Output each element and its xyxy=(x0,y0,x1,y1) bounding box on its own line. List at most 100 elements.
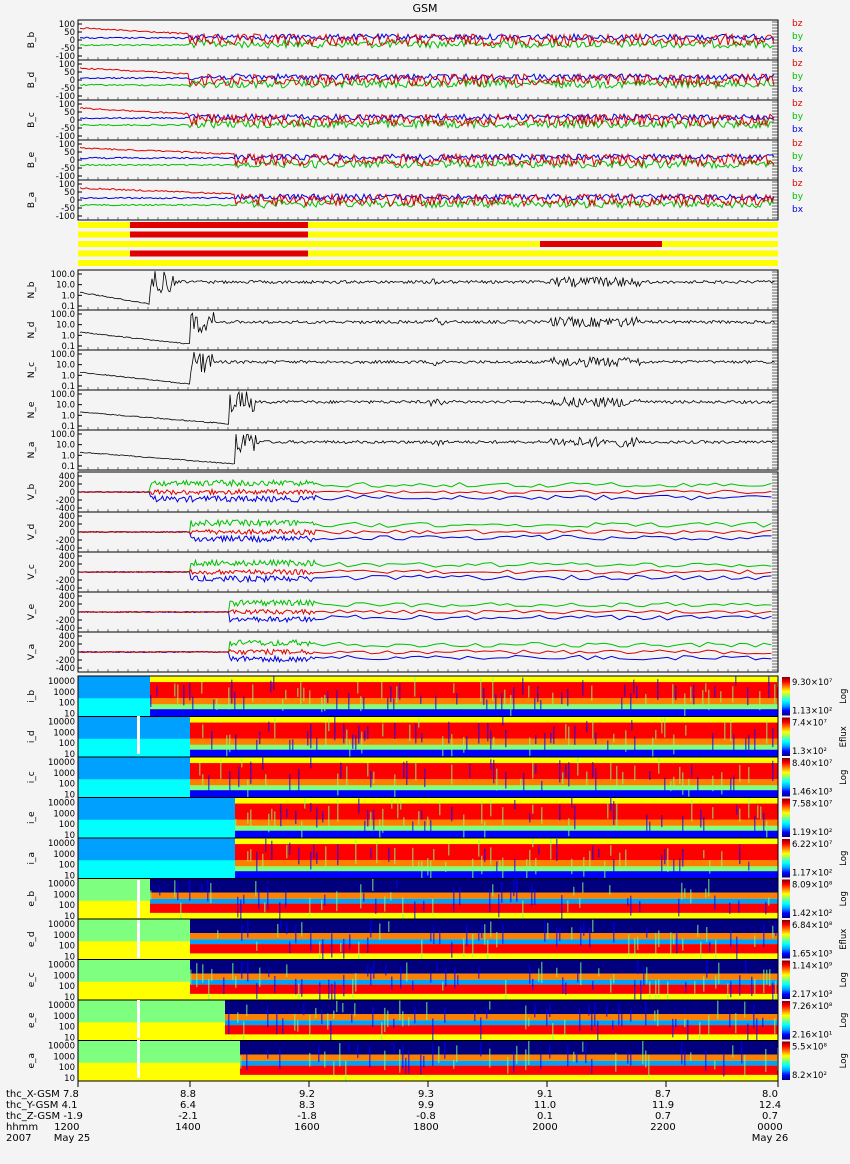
spectra-tick-label: 1000 xyxy=(53,809,75,819)
spectrogram-streak xyxy=(705,683,707,693)
spectrogram-streak xyxy=(732,686,734,703)
spectrogram-streak xyxy=(646,814,648,832)
panel-ylabel: V_a xyxy=(27,644,37,660)
spectrogram-streak xyxy=(424,821,426,833)
spectrogram-streak xyxy=(507,1056,509,1074)
spectrogram-streak xyxy=(643,967,645,986)
spectrogram-streak xyxy=(298,983,300,999)
spectrogram-streak xyxy=(286,845,288,859)
spectrogram-band xyxy=(225,1020,778,1026)
spectrogram-streak xyxy=(202,964,204,983)
spectrogram-streak xyxy=(678,898,680,917)
spectrogram-streak xyxy=(520,778,522,788)
spectrogram-streak xyxy=(324,894,326,906)
spectrogram-streak xyxy=(352,978,354,998)
spectrogram-streak xyxy=(559,928,561,941)
bz-trace xyxy=(79,146,775,168)
spectrogram-streak xyxy=(241,960,243,979)
y-tick-label: -50 xyxy=(61,204,75,214)
spectrogram-streak xyxy=(501,882,503,903)
colorbar-scale: Log xyxy=(839,972,849,987)
spectrogram-streak xyxy=(766,821,768,844)
spectrogram-streak xyxy=(432,1044,434,1066)
spectrogram-streak xyxy=(526,859,528,881)
spectrogram-band xyxy=(150,912,778,919)
spectrogram-band xyxy=(240,1074,778,1081)
spectrogram-streak xyxy=(567,1045,569,1067)
spectrogram-streak xyxy=(673,859,675,877)
spectrogram-streak xyxy=(451,941,453,958)
spectrogram-streak xyxy=(537,686,539,703)
spectrogram-streak xyxy=(732,1045,734,1058)
spectrogram-streak xyxy=(490,799,492,817)
colorbar-scale: Log xyxy=(839,851,849,866)
legend-by: by xyxy=(792,72,804,82)
spectrogram-streak xyxy=(577,972,579,983)
colorbar-min: 1.19×10² xyxy=(792,828,832,838)
spectrogram-streak xyxy=(432,1018,434,1042)
spectrogram-streak xyxy=(328,718,330,732)
spectrogram-band xyxy=(190,749,778,757)
spectrogram-streak xyxy=(451,806,453,822)
spectrogram-streak xyxy=(505,772,507,789)
spectrogram-streak xyxy=(423,1055,425,1068)
spectrogram-band xyxy=(190,944,778,954)
spectrogram-streak xyxy=(286,808,288,818)
spectra-tick-label: 10 xyxy=(64,1034,75,1044)
spectrogram-streak xyxy=(534,1003,536,1018)
spectrogram-streak xyxy=(544,732,546,753)
spectrogram-streak xyxy=(610,978,612,993)
spectrogram-streak xyxy=(372,1006,374,1028)
spectrogram-streak xyxy=(762,1017,764,1027)
y-tick-label: 200 xyxy=(59,560,75,570)
spectrogram-streak xyxy=(235,976,237,988)
spectrogram-streak xyxy=(270,680,272,693)
spectrogram-streak xyxy=(573,1051,575,1062)
spectrogram-streak xyxy=(730,719,732,742)
burst-bar xyxy=(540,241,662,247)
spectrogram-streak xyxy=(583,922,585,936)
fgm-panel xyxy=(77,139,779,181)
spectrogram-streak xyxy=(559,760,561,783)
spectrogram-streak xyxy=(700,941,702,966)
spectrogram-streak xyxy=(690,1052,692,1061)
footer-label-x: thc_X-GSM 7.8 xyxy=(6,1089,79,1100)
spectrogram-streak xyxy=(384,1007,386,1033)
spectra-tick-label: 10 xyxy=(64,791,75,801)
spectrogram-streak xyxy=(309,1053,311,1067)
spectrogram-streak xyxy=(408,1016,410,1026)
spectrogram-streak xyxy=(765,1048,767,1073)
spectrogram-streak xyxy=(672,684,674,707)
spectrogram-streak xyxy=(459,887,461,906)
spectrogram-streak xyxy=(634,938,636,956)
colorbar xyxy=(782,1041,790,1080)
spectrogram-streak xyxy=(525,1005,527,1030)
spectrogram-streak xyxy=(453,888,455,912)
spectrogram-streak xyxy=(403,761,405,778)
y-tick-label: 200 xyxy=(59,520,75,530)
spectrogram-streak xyxy=(549,1044,551,1059)
colorbar-min: 1.3×10² xyxy=(792,747,827,757)
spectrogram-streak xyxy=(438,1046,440,1064)
y-tick-label: 0.1 xyxy=(61,342,75,352)
colorbar-min: 1.13×10² xyxy=(792,707,832,717)
spectrogram-streak xyxy=(202,724,204,738)
spectrogram-band xyxy=(150,878,778,893)
spectrogram-streak xyxy=(751,976,753,996)
spectrogram-streak xyxy=(673,734,675,755)
spectrogram-streak xyxy=(337,844,339,866)
spectra-tick-label: 10000 xyxy=(48,839,75,849)
spectrogram-streak xyxy=(295,810,297,825)
spectrogram-streak xyxy=(412,980,414,991)
spectrogram-streak xyxy=(322,939,324,961)
y-tick-label: -50 xyxy=(61,124,75,134)
spectrogram-streak xyxy=(364,730,366,741)
y-tick-label: -200 xyxy=(56,656,75,666)
spectra-tick-label: 10000 xyxy=(48,1042,75,1052)
spectrogram-streak xyxy=(393,1018,395,1029)
spectrogram-streak xyxy=(328,805,330,829)
spectrogram-streak xyxy=(649,821,651,843)
spectra-tick-label: 10000 xyxy=(48,1001,75,1011)
spectrogram-streak xyxy=(589,850,591,871)
colorbar-min: 1.42×10² xyxy=(792,909,832,919)
